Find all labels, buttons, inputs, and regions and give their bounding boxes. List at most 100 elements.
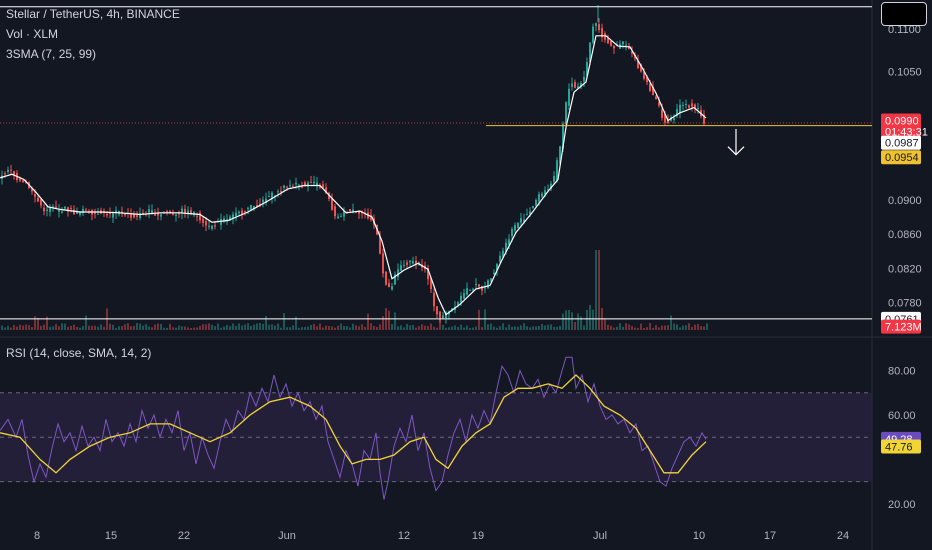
price-badge-box (881, 150, 921, 165)
volume-bar (475, 326, 477, 330)
candle-body (115, 210, 117, 214)
arrow-head[interactable] (727, 146, 745, 156)
candle-body (244, 210, 246, 213)
candle-body (136, 215, 138, 217)
candle-body (352, 209, 354, 212)
candle-body (517, 222, 519, 229)
volume-bar (73, 324, 75, 330)
candle-body (646, 77, 648, 83)
volume-bar (433, 326, 435, 330)
candle-body (598, 24, 600, 31)
sma-legend[interactable]: 3SMA (7, 25, 99) (6, 47, 97, 61)
volume-bar (289, 327, 291, 330)
volume-bar (655, 325, 657, 330)
volume-bar (10, 327, 12, 330)
volume-bar (301, 327, 303, 330)
candle-body (262, 199, 264, 203)
volume-bar (79, 327, 81, 330)
price-badge: 0.0954 (881, 150, 921, 165)
volume-bars (1, 250, 708, 330)
symbol-legend[interactable]: Stellar / TetherUS, 4h, BINANCE (6, 7, 180, 21)
volume-legend[interactable]: Vol · XLM (6, 27, 59, 41)
volume-bar (280, 327, 282, 330)
volume-bar (706, 323, 708, 330)
candle-body (82, 208, 84, 213)
candle-body (40, 199, 42, 206)
price-tick-label: 0.0860 (888, 229, 922, 241)
volume-bar (679, 327, 681, 330)
toolbar-button[interactable] (881, 2, 927, 26)
candle-body (124, 213, 126, 216)
candle-body (175, 214, 177, 216)
volume-bar (643, 327, 645, 330)
candle-body (562, 123, 564, 149)
candle-body (664, 114, 666, 123)
volume-bar (190, 327, 192, 330)
volume-bar (685, 325, 687, 330)
candle-body (130, 213, 132, 218)
volume-bar (388, 310, 390, 330)
volume-bar (328, 325, 330, 330)
candle-body (523, 219, 525, 222)
candle-body (112, 212, 114, 218)
candle-body (688, 105, 690, 108)
candle-body (142, 212, 144, 214)
candle-body (472, 288, 474, 290)
candle-body (511, 229, 513, 237)
candle-body (613, 45, 615, 49)
rsi-ma-line (0, 374, 707, 474)
volume-bar (340, 323, 342, 330)
candle-body (442, 315, 444, 319)
volume-bar (583, 325, 585, 330)
candle-body (436, 306, 438, 315)
candle-body (463, 293, 465, 299)
volume-bar (574, 321, 576, 330)
volume-bar (61, 323, 63, 330)
volume-bar (544, 325, 546, 330)
candle-body (298, 184, 300, 187)
volume-bar (670, 315, 672, 330)
candle-body (532, 206, 534, 209)
candle-body (415, 260, 417, 265)
candle-body (568, 88, 570, 106)
time-tick-label: 12 (398, 530, 410, 542)
time-tick-label: 24 (837, 530, 849, 542)
candle-body (649, 83, 651, 91)
volume-bar (487, 324, 489, 330)
price-badge-box (881, 113, 921, 128)
volume-bar (1, 325, 3, 330)
candle-body (493, 272, 495, 275)
candle-body (265, 198, 267, 203)
volume-bar (322, 327, 324, 330)
volume-bar (460, 324, 462, 330)
volume-bar (496, 327, 498, 330)
volume-bar (244, 324, 246, 330)
price-badge: 47.76 (881, 439, 921, 454)
candle-body (535, 199, 537, 206)
price-badge-text: 7.123M (885, 322, 922, 334)
time-tick-label: Jun (278, 530, 296, 542)
volume-bar (682, 325, 684, 330)
volume-bar (55, 324, 57, 330)
candle-body (610, 41, 612, 46)
candle-body (52, 206, 54, 208)
candle-body (109, 212, 111, 215)
volume-bar (268, 324, 270, 330)
price-tick-label: 0.0820 (888, 263, 922, 275)
candle-body (4, 173, 6, 175)
volume-bar (445, 327, 447, 330)
candle-body (550, 183, 552, 189)
volume-bar (316, 326, 318, 330)
price-tick-label: 0.0900 (888, 195, 922, 207)
volume-bar (646, 327, 648, 330)
volume-bar (652, 327, 654, 330)
volume-bar (661, 325, 663, 330)
volume-bar (124, 324, 126, 330)
volume-bar (364, 326, 366, 330)
rsi-legend[interactable]: RSI (14, close, SMA, 14, 2) (6, 346, 152, 360)
price-badge-text: 01:43:31 (885, 127, 928, 139)
candle-body (73, 209, 75, 215)
candle-body (685, 104, 687, 106)
volume-bar (319, 323, 321, 330)
volume-bar (517, 326, 519, 330)
